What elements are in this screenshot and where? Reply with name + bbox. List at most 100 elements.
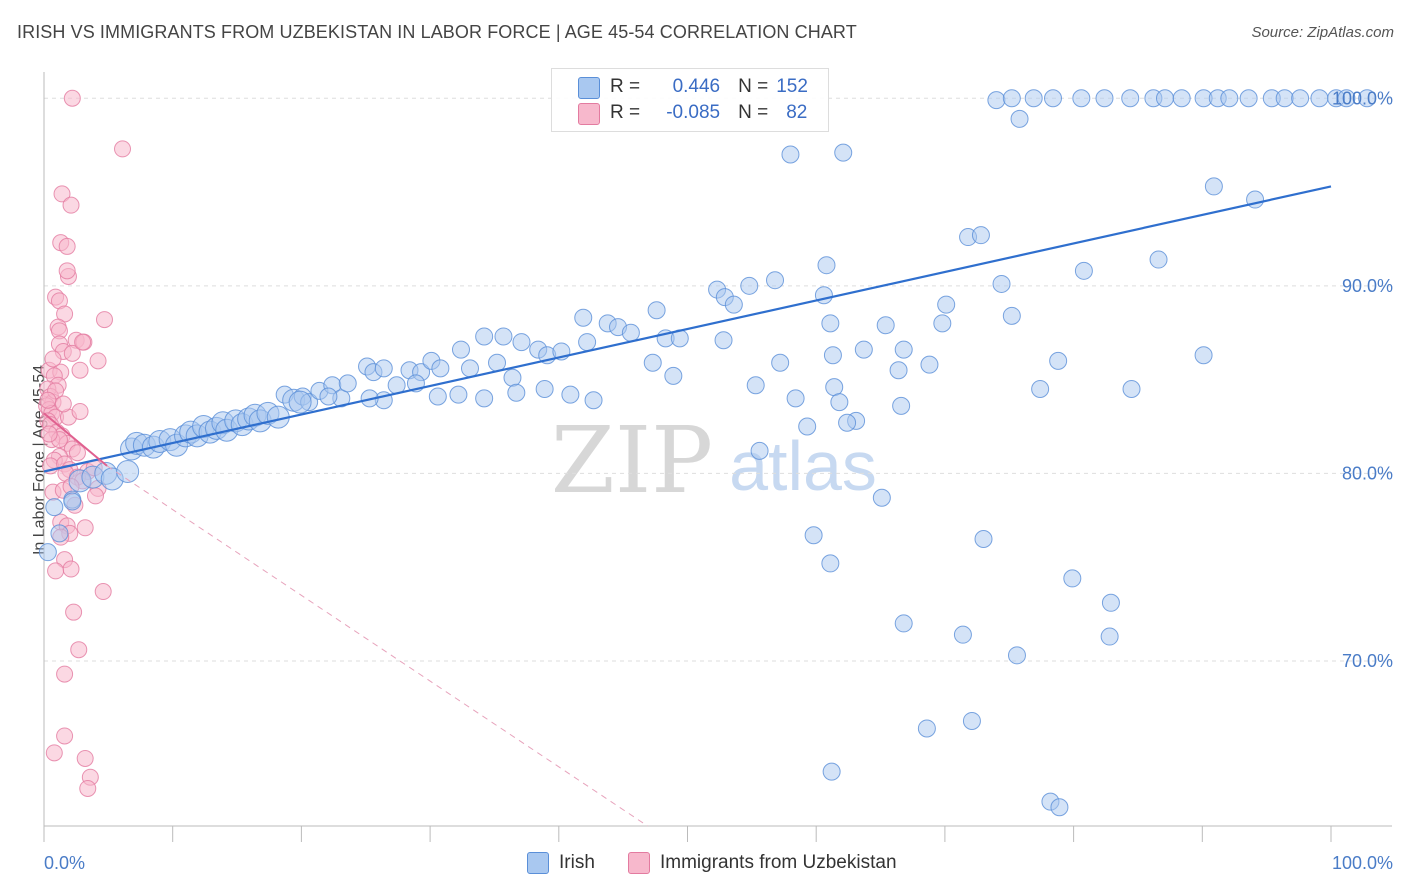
irish-points [38, 89, 1377, 817]
uzbek-point [53, 185, 71, 203]
irish-point [1007, 646, 1026, 665]
uzbek-point [62, 560, 80, 578]
uzbek-trend-extension [106, 465, 648, 827]
irish-point [1101, 593, 1120, 612]
uzbek-point [70, 641, 88, 659]
watermark: ZIP atlas [551, 407, 877, 514]
irish-point [664, 366, 683, 385]
irish-point [561, 385, 580, 404]
irish-point [574, 308, 593, 327]
uzbek-point [47, 562, 65, 580]
irish-point [503, 368, 522, 387]
x-tick-label-min: 0.0% [44, 853, 85, 873]
uzbek-point [71, 402, 89, 420]
irish-point [647, 301, 666, 320]
y-tick-label: 80.0% [1342, 463, 1393, 483]
irish-point [1010, 109, 1029, 128]
irish-point [1194, 346, 1213, 365]
irish-point [854, 340, 873, 359]
irish-point [817, 256, 836, 275]
irish-point [1204, 177, 1223, 196]
legend-r-value: 0.446 [672, 76, 721, 97]
uzbek-point [56, 727, 74, 745]
irish-point [825, 378, 844, 397]
irish-point [804, 526, 823, 545]
irish-point [781, 145, 800, 164]
legend-r-value: -0.085 [666, 102, 721, 123]
irish-point [475, 327, 494, 346]
irish-point [1291, 89, 1310, 108]
irish-point [892, 396, 911, 415]
irish-point [319, 387, 338, 406]
y-tick-label: 100.0% [1332, 88, 1393, 108]
irish-point [962, 711, 981, 730]
irish-point [488, 353, 507, 372]
irish-point [475, 389, 494, 408]
irish-point [766, 271, 785, 290]
irish-point [1275, 89, 1294, 108]
legend-n-value: 152 [776, 76, 808, 97]
irish-point [584, 391, 603, 410]
irish-point [1358, 89, 1377, 108]
uzbek-point [39, 391, 57, 409]
irish-point [494, 327, 513, 346]
bottom-legend: Irish Immigrants from Uzbekistan [0, 852, 1406, 878]
uzbek-point [71, 361, 89, 379]
uzbek-point [63, 89, 81, 107]
irish-point [894, 340, 913, 359]
irish-point [987, 91, 1006, 110]
axes [43, 72, 1392, 842]
irish-point [1121, 89, 1140, 108]
legend-r-label: R = [610, 76, 641, 97]
irish-point [63, 492, 82, 511]
irish-point [971, 226, 990, 245]
irish-point [1239, 89, 1258, 108]
irish-point [1002, 89, 1021, 108]
legend-swatch-irish [527, 852, 549, 874]
irish-point [1050, 798, 1069, 817]
irish-point [535, 379, 554, 398]
irish-point [1031, 379, 1050, 398]
irish-point [1072, 89, 1091, 108]
irish-point [1122, 379, 1141, 398]
legend-n-label: N = [738, 102, 769, 123]
irish-point [578, 333, 597, 352]
chart-title: IRISH VS IMMIGRANTS FROM UZBEKISTAN IN L… [17, 22, 857, 42]
irish-point [953, 625, 972, 644]
uzbek-point [58, 262, 76, 280]
legend-item-irish: Irish [527, 852, 595, 874]
irish-point [1100, 627, 1119, 646]
uzbek-point [86, 487, 104, 505]
irish-point [920, 355, 939, 374]
legend-n-label: N = [738, 76, 769, 97]
irish-point [38, 543, 57, 562]
legend-label-irish: Irish [559, 852, 595, 873]
irish-point [1074, 261, 1093, 280]
irish-point [1310, 89, 1329, 108]
irish-point [933, 314, 952, 333]
legend-label-uzbek: Immigrants from Uzbekistan [660, 852, 897, 873]
x-tick-label-max: 100.0% [1332, 853, 1393, 873]
trend-lines [43, 185, 1332, 827]
uzbek-point [65, 603, 83, 621]
legend-swatch-uzbek [578, 103, 600, 125]
irish-point [822, 762, 841, 781]
irish-point [830, 393, 849, 412]
uzbek-point [94, 583, 112, 601]
y-tick-label: 90.0% [1342, 276, 1393, 296]
watermark-atlas: atlas [729, 427, 877, 505]
irish-point [876, 316, 895, 335]
legend-swatch-uzbek [628, 852, 650, 874]
irish-point [974, 530, 993, 549]
legend-r-label: R = [610, 102, 641, 123]
irish-point [288, 390, 312, 414]
uzbek-point [89, 352, 107, 370]
uzbek-point [40, 425, 58, 443]
uzbek-point [68, 444, 86, 462]
y-tick-label: 70.0% [1342, 651, 1393, 671]
irish-point [750, 441, 769, 460]
irish-point [1172, 89, 1191, 108]
uzbek-point [56, 665, 74, 683]
irish-point [643, 353, 662, 372]
uzbek-point [95, 311, 113, 329]
